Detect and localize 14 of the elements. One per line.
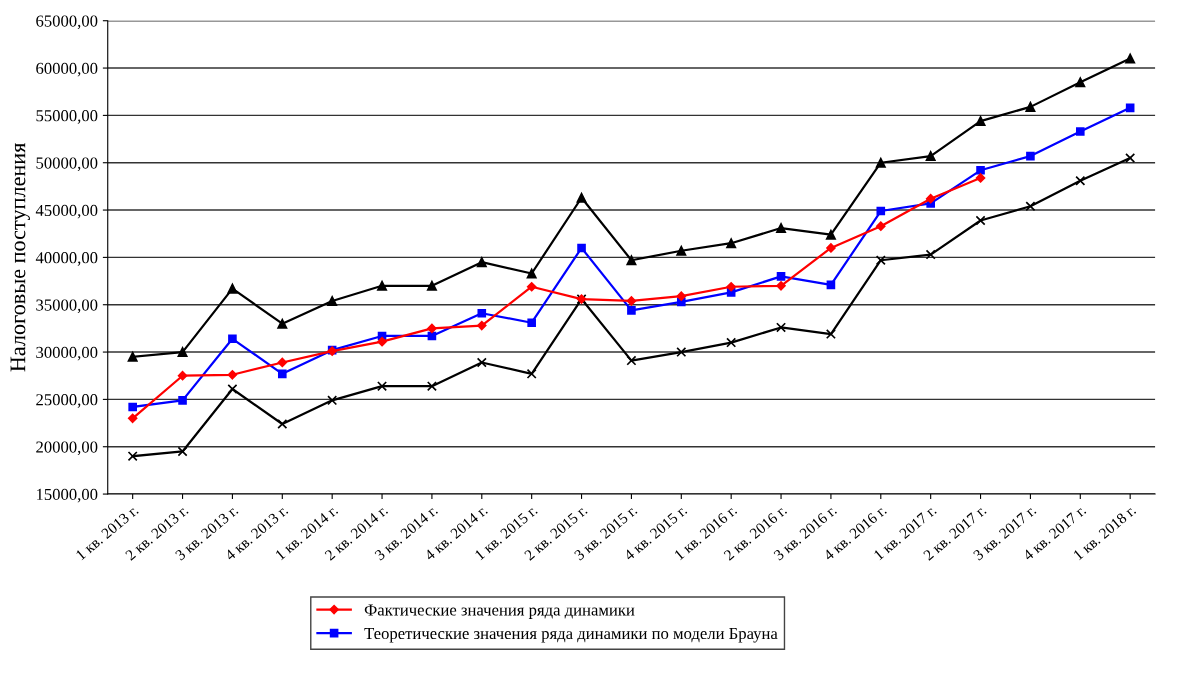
y-tick-label: 40000,00 xyxy=(35,252,98,266)
y-tick-label: 20000,00 xyxy=(36,441,98,456)
legend-label: Фактические значения ряда динамики xyxy=(364,604,635,619)
y-tick-label: 60000,00 xyxy=(36,62,98,77)
y-axis-title: Налоговые поступления xyxy=(10,143,30,372)
y-tick-label: 65000,00 xyxy=(36,15,98,30)
y-tick-label: 15000,00 xyxy=(36,488,98,503)
y-tick-label: 25000,00 xyxy=(36,394,98,408)
y-tick-label: 55000,00 xyxy=(36,110,98,124)
y-tick-label: 30000,00 xyxy=(36,346,98,361)
y-tick-label: 35000,00 xyxy=(36,299,98,314)
legend-label: Теоретические значения ряда динамики по модели Брауна xyxy=(364,628,778,643)
y-tick-label: 45000,00 xyxy=(35,204,98,219)
y-tick-label: 50000,00 xyxy=(36,157,98,172)
